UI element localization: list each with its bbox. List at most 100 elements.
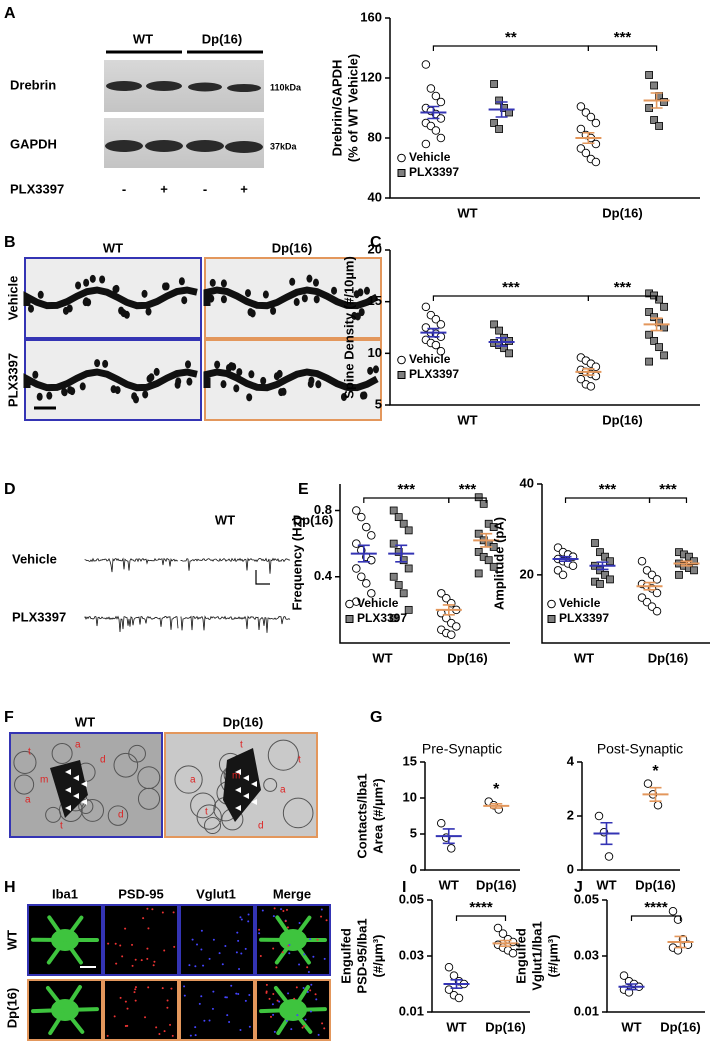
spine bbox=[228, 362, 235, 371]
y-tick-label: 0.4 bbox=[314, 568, 333, 583]
spine bbox=[262, 290, 269, 299]
spine bbox=[120, 309, 127, 318]
spine bbox=[75, 281, 82, 290]
puncta bbox=[261, 909, 264, 912]
significance: **** bbox=[644, 899, 668, 916]
organelle bbox=[137, 787, 161, 810]
y-axis-label: Vglut1/Iba1 bbox=[529, 921, 544, 990]
error-bar bbox=[643, 581, 656, 591]
legend-marker bbox=[547, 615, 556, 623]
microglia bbox=[223, 748, 261, 822]
legend-label: Vehicle bbox=[357, 596, 399, 610]
spine bbox=[162, 282, 169, 291]
puncta bbox=[121, 955, 124, 958]
data-point bbox=[650, 116, 658, 124]
bracket bbox=[648, 497, 688, 503]
data-point bbox=[421, 302, 431, 312]
row-label: Vehicle bbox=[5, 276, 20, 321]
column-label: Iba1 bbox=[52, 886, 78, 901]
data-point bbox=[643, 779, 653, 788]
data-point bbox=[454, 993, 464, 1003]
spine bbox=[361, 391, 368, 400]
spine bbox=[83, 297, 90, 306]
data-point bbox=[495, 125, 504, 133]
row-label: Vehicle bbox=[12, 551, 57, 566]
error-bar bbox=[442, 604, 455, 616]
puncta bbox=[151, 908, 154, 911]
data-point bbox=[568, 561, 578, 571]
puncta bbox=[272, 992, 275, 995]
data-point bbox=[389, 506, 398, 515]
puncta bbox=[296, 1014, 299, 1017]
data-point bbox=[505, 337, 514, 345]
puncta bbox=[306, 966, 309, 969]
puncta bbox=[230, 984, 233, 987]
data-point bbox=[650, 81, 658, 90]
arrow bbox=[65, 805, 71, 811]
axis bbox=[606, 900, 705, 1013]
x-tick-label: Dp(16) bbox=[485, 1019, 525, 1034]
data-point bbox=[655, 343, 663, 352]
trace bbox=[84, 615, 179, 633]
puncta bbox=[284, 920, 287, 923]
puncta bbox=[320, 908, 323, 911]
puncta bbox=[191, 938, 194, 941]
data-point bbox=[352, 564, 361, 573]
row-label: PLX3397 bbox=[12, 609, 66, 624]
data-point bbox=[619, 971, 629, 980]
data-point bbox=[596, 548, 604, 557]
puncta bbox=[173, 945, 176, 948]
puncta bbox=[119, 944, 122, 947]
puncta bbox=[310, 983, 313, 986]
process bbox=[63, 1008, 85, 1034]
x-tick-label: Dp(16) bbox=[447, 650, 487, 665]
data-point bbox=[362, 522, 371, 532]
legend-marker bbox=[397, 169, 406, 177]
error-bar bbox=[680, 560, 693, 567]
column-label: Dp(16) bbox=[293, 512, 333, 527]
puncta bbox=[161, 987, 164, 990]
data-point bbox=[394, 513, 403, 522]
error-bar bbox=[495, 337, 508, 347]
data-point bbox=[591, 118, 601, 128]
x-tick-label: WT bbox=[372, 650, 392, 665]
significance: *** bbox=[459, 481, 477, 498]
data-point bbox=[596, 566, 604, 575]
y-axis-label: Contacts/Iba1 bbox=[354, 773, 369, 858]
data-point bbox=[673, 946, 683, 955]
data-point bbox=[490, 119, 499, 127]
data-point bbox=[367, 555, 376, 565]
puncta bbox=[320, 915, 323, 918]
y-axis-label: Drebrin/GAPDH bbox=[329, 60, 344, 157]
puncta bbox=[188, 964, 191, 967]
arrow bbox=[81, 799, 87, 805]
process bbox=[63, 985, 82, 1012]
data-point bbox=[601, 552, 609, 561]
data-point bbox=[367, 589, 376, 598]
spine bbox=[208, 294, 215, 303]
error-bar bbox=[582, 131, 595, 145]
y-axis-label: (#/µm³) bbox=[370, 935, 385, 978]
data-point bbox=[357, 572, 366, 582]
column-label: Merge bbox=[273, 886, 311, 901]
y-tick-label: 80 bbox=[368, 129, 382, 144]
process bbox=[291, 938, 311, 965]
data-point bbox=[601, 570, 609, 579]
axis bbox=[389, 250, 700, 406]
panel-letter: H bbox=[4, 879, 16, 896]
column-label: Dp(16) bbox=[272, 240, 312, 255]
puncta bbox=[196, 943, 199, 946]
data-point bbox=[606, 575, 614, 584]
puncta bbox=[202, 964, 205, 967]
y-tick-label: 0.8 bbox=[314, 502, 332, 517]
legend-label: Vehicle bbox=[409, 352, 451, 366]
puncta bbox=[161, 911, 164, 914]
data-point bbox=[474, 548, 483, 556]
puncta bbox=[171, 1034, 174, 1037]
data-point bbox=[389, 614, 398, 623]
puncta bbox=[273, 907, 276, 910]
panel-letter: B bbox=[4, 234, 16, 251]
data-point bbox=[447, 630, 456, 639]
spine bbox=[315, 380, 322, 389]
